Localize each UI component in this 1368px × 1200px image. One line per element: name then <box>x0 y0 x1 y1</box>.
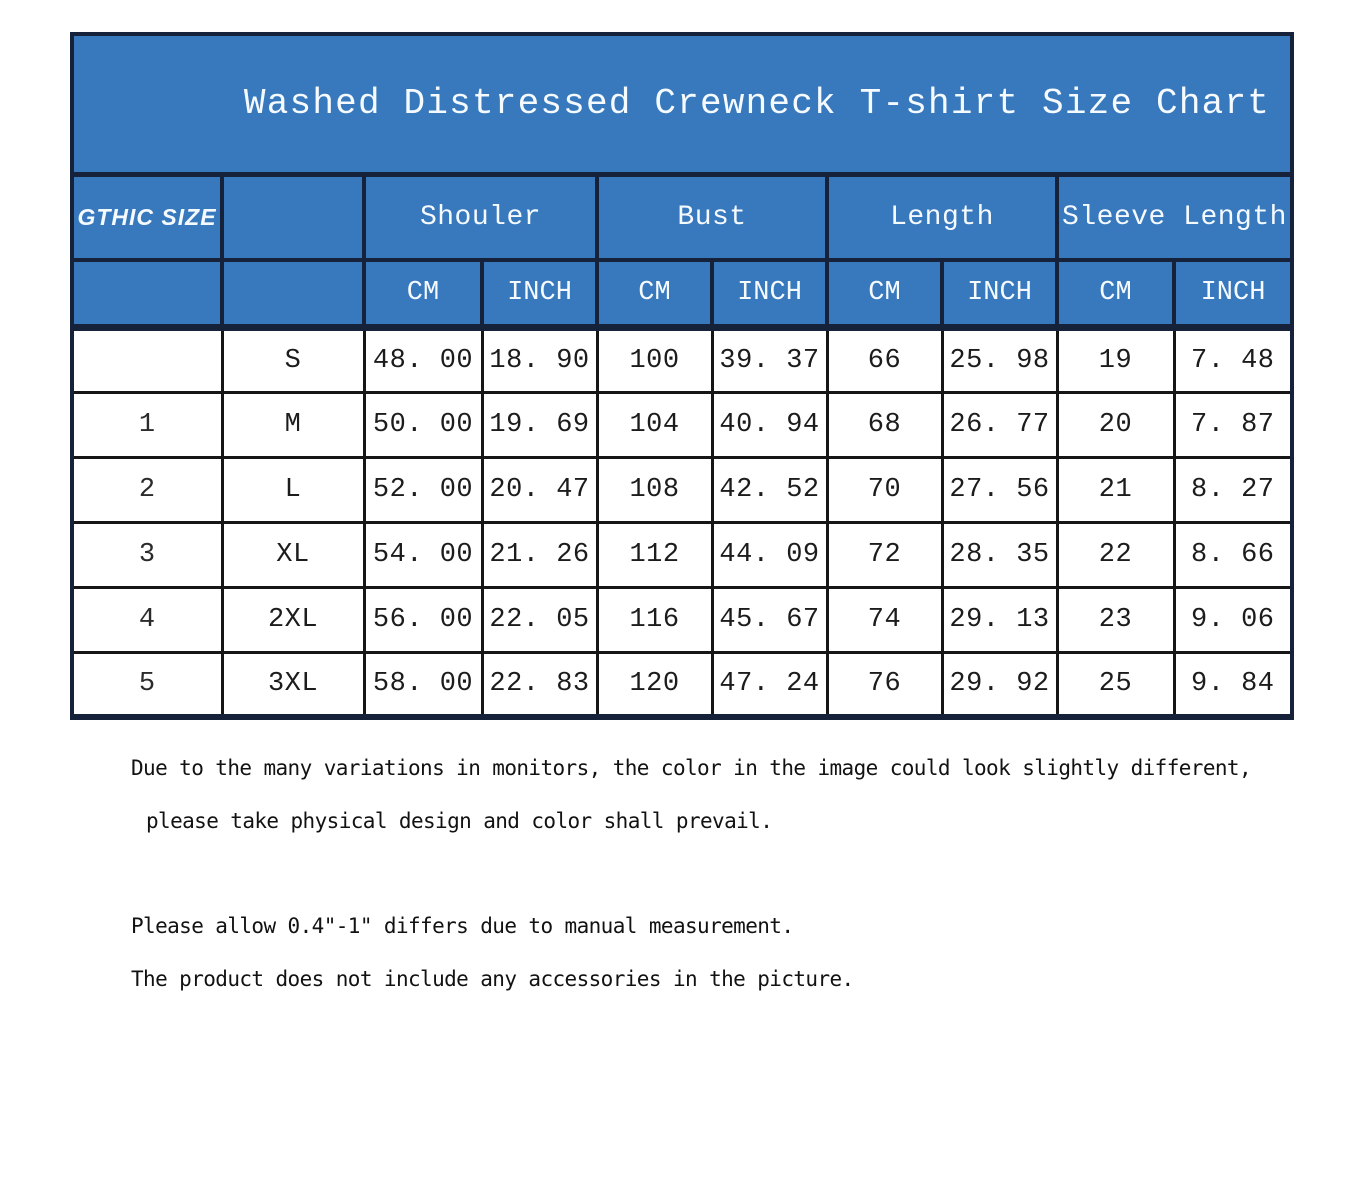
row-index: 3 <box>70 520 224 589</box>
table-cell: 18. 90 <box>480 325 599 394</box>
measurement-disclaimer: Please allow 0.4"-1" differs due to manu… <box>131 914 794 938</box>
table-cell: 39. 37 <box>710 325 829 394</box>
col-group-shoulder: Shouler <box>362 172 599 262</box>
table-cell: 48. 00 <box>362 325 484 394</box>
table-cell: 20. 47 <box>480 455 599 524</box>
table-row-m: 1 M 50. 00 19. 69 104 40. 94 68 26. 77 2… <box>70 390 1294 459</box>
table-cell: 22 <box>1055 520 1176 589</box>
table-cell: 21. 26 <box>480 520 599 589</box>
table-cell: 28. 35 <box>940 520 1059 589</box>
table-cell: 7. 87 <box>1172 390 1294 459</box>
size-label: XL <box>220 520 366 589</box>
unit-header-bust-cm: CM <box>595 258 714 331</box>
table-cell: 42. 52 <box>710 455 829 524</box>
table-cell: 68 <box>825 390 944 459</box>
table-cell: 25. 98 <box>940 325 1059 394</box>
size-label: M <box>220 390 366 459</box>
unit-header-sleeve-cm: CM <box>1055 258 1176 331</box>
row-index: 2 <box>70 455 224 524</box>
table-cell: 19 <box>1055 325 1176 394</box>
table-cell: 50. 00 <box>362 390 484 459</box>
table-cell: 66 <box>825 325 944 394</box>
size-label: 2XL <box>220 585 366 654</box>
monitor-disclaimer-line2: please take physical design and color sh… <box>146 809 773 833</box>
table-cell: 116 <box>595 585 714 654</box>
size-label: L <box>220 455 366 524</box>
table-cell: 26. 77 <box>940 390 1059 459</box>
table-cell: 58. 00 <box>362 650 484 719</box>
unit-header-shoulder-cm: CM <box>362 258 484 331</box>
empty-header-cell <box>220 172 366 262</box>
table-cell: 74 <box>825 585 944 654</box>
title-row: Washed Distressed Crewneck T-shirt Size … <box>69 32 1295 177</box>
group-header-row: GTHIC SIZE Shouler Bust Length Sleeve Le… <box>70 172 1295 262</box>
unit-header-shoulder-inch: INCH <box>480 258 599 331</box>
table-cell: 70 <box>825 455 944 524</box>
col-group-sleeve-length: Sleeve Length <box>1054 172 1295 262</box>
table-row-2xl: 4 2XL 56. 00 22. 05 116 45. 67 74 29. 13… <box>70 585 1294 654</box>
unit-header-row: CM INCH CM INCH CM INCH CM INCH <box>70 258 1295 331</box>
table-row-l: 2 L 52. 00 20. 47 108 42. 52 70 27. 56 2… <box>70 455 1294 524</box>
size-chart-table: Washed Distressed Crewneck T-shirt Size … <box>69 32 1295 720</box>
row-index <box>70 325 224 394</box>
size-label: 3XL <box>220 650 366 719</box>
empty-header-cell <box>70 258 224 331</box>
row-index: 5 <box>70 650 224 719</box>
table-cell: 104 <box>595 390 714 459</box>
col-group-bust: Bust <box>595 172 829 262</box>
row-index: 1 <box>70 390 224 459</box>
table-cell: 25 <box>1055 650 1176 719</box>
col-group-length: Length <box>825 172 1059 262</box>
table-cell: 8. 27 <box>1172 455 1294 524</box>
table-cell: 22. 05 <box>480 585 599 654</box>
table-cell: 20 <box>1055 390 1176 459</box>
table-row-xl: 3 XL 54. 00 21. 26 112 44. 09 72 28. 35 … <box>70 520 1294 589</box>
table-cell: 72 <box>825 520 944 589</box>
brand-size-label: GTHIC SIZE <box>70 172 224 262</box>
table-cell: 22. 83 <box>480 650 599 719</box>
table-cell: 76 <box>825 650 944 719</box>
table-cell: 112 <box>595 520 714 589</box>
unit-header-length-inch: INCH <box>940 258 1059 331</box>
size-label: S <box>220 325 366 394</box>
table-cell: 56. 00 <box>362 585 484 654</box>
accessories-disclaimer: The product does not include any accesso… <box>131 967 854 991</box>
table-cell: 9. 06 <box>1172 585 1294 654</box>
table-cell: 21 <box>1055 455 1176 524</box>
table-cell: 23 <box>1055 585 1176 654</box>
table-cell: 19. 69 <box>480 390 599 459</box>
table-cell: 47. 24 <box>710 650 829 719</box>
table-cell: 45. 67 <box>710 585 829 654</box>
table-cell: 9. 84 <box>1172 650 1294 719</box>
empty-header-cell <box>220 258 366 331</box>
table-cell: 8. 66 <box>1172 520 1294 589</box>
table-cell: 27. 56 <box>940 455 1059 524</box>
unit-header-length-cm: CM <box>825 258 944 331</box>
chart-title: Washed Distressed Crewneck T-shirt Size … <box>69 32 1295 177</box>
table-cell: 120 <box>595 650 714 719</box>
monitor-disclaimer-line1: Due to the many variations in monitors, … <box>131 756 1252 780</box>
table-row-s: S 48. 00 18. 90 100 39. 37 66 25. 98 19 … <box>70 325 1294 394</box>
table-cell: 100 <box>595 325 714 394</box>
table-cell: 29. 92 <box>940 650 1059 719</box>
table-cell: 54. 00 <box>362 520 484 589</box>
table-cell: 40. 94 <box>710 390 829 459</box>
table-cell: 108 <box>595 455 714 524</box>
unit-header-bust-inch: INCH <box>710 258 829 331</box>
table-cell: 52. 00 <box>362 455 484 524</box>
table-cell: 7. 48 <box>1172 325 1294 394</box>
table-cell: 29. 13 <box>940 585 1059 654</box>
row-index: 4 <box>70 585 224 654</box>
table-row-3xl: 5 3XL 58. 00 22. 83 120 47. 24 76 29. 92… <box>70 650 1294 719</box>
table-cell: 44. 09 <box>710 520 829 589</box>
unit-header-sleeve-inch: INCH <box>1171 258 1295 331</box>
